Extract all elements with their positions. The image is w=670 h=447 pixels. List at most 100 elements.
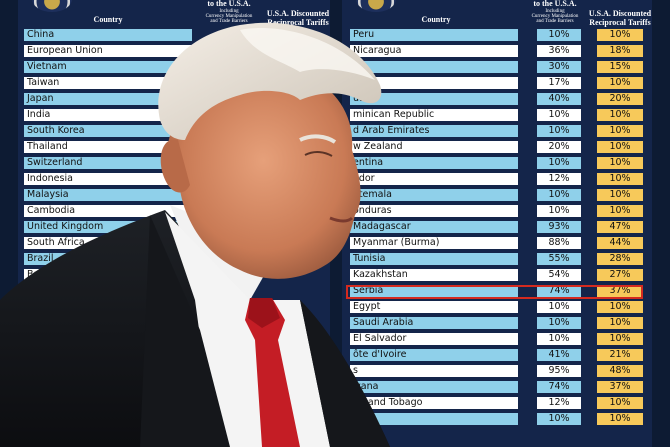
left-country-cell: Indonesia [24, 173, 192, 185]
left-header-reciprocal-2: Reciprocal Tariffs [267, 18, 329, 27]
left-country-cell: Vietnam [24, 61, 192, 73]
reciprocal-tariff-cell: 18% [597, 45, 643, 57]
left-country-cell: Thailand [24, 141, 192, 153]
left-header-country: Country [93, 15, 123, 24]
tariff-charged-cell: 88% [537, 237, 581, 249]
right-country-cell: entina [350, 157, 518, 169]
reciprocal-tariff-cell: 10% [597, 333, 643, 345]
presidential-seal-icon [356, 0, 396, 12]
left-header-tariffs-charged: to the U.S.A. [207, 0, 251, 8]
left-country-cell: Switzerland [24, 157, 192, 169]
tariff-charged-cell: 20% [537, 141, 581, 153]
right-header-tariffs-charged: to the U.S.A. [533, 0, 577, 8]
tariff-charged-cell: 10% [537, 333, 581, 345]
left-country-cell: India [24, 109, 192, 121]
reciprocal-tariff-cell: 10% [597, 413, 643, 425]
tariff-charged-cell: 10% [537, 125, 581, 137]
left-header-sub1: Including [219, 9, 239, 14]
reciprocal-tariff-cell: 21% [597, 349, 643, 361]
tariff-charged-cell: 41% [537, 349, 581, 361]
right-country-cell: ad and Tobago [350, 397, 518, 409]
reciprocal-tariff-cell: 44% [597, 237, 643, 249]
right-country-cell: El Salvador [350, 333, 518, 345]
tariff-charged-cell: 93% [537, 221, 581, 233]
left-country-cell: China [24, 29, 192, 41]
right-country-cell [350, 61, 518, 73]
right-country-cell: Egypt [350, 301, 518, 313]
left-header-sub2: Currency Manipulation [205, 14, 253, 19]
right-country-cell: Peru [350, 29, 518, 41]
right-country-cell: ôte d'Ivoire [350, 349, 518, 361]
left-country-cell: Malaysia [24, 189, 192, 201]
right-country-cell: Myanmar (Burma) [350, 237, 518, 249]
tariff-charged-cell: 10% [537, 29, 581, 41]
right-header-sub1: Including [545, 9, 565, 14]
reciprocal-tariff-cell: 15% [597, 61, 643, 73]
tariff-charged-cell: 10% [537, 317, 581, 329]
left-country-cell: South Korea [24, 125, 192, 137]
tariff-charged-cell: 74% [537, 381, 581, 393]
tariff-charged-cell: 30% [537, 61, 581, 73]
reciprocal-tariff-cell: 10% [597, 397, 643, 409]
reciprocal-tariff-cell: 10% [597, 205, 643, 217]
right-country-cell: Serbia [350, 285, 518, 297]
tariff-charged-cell: 74% [537, 285, 581, 297]
left-header-reciprocal-1: U.S.A. Discounted [266, 9, 330, 18]
right-header-sub2: Currency Manipulation [531, 14, 579, 19]
tariff-charged-cell: 12% [537, 173, 581, 185]
tariff-charged-cell: 95% [537, 365, 581, 377]
right-country-cell: Tunisia [350, 253, 518, 265]
tariff-charged-cell: 12% [537, 397, 581, 409]
right-country-cell: ador [350, 173, 518, 185]
right-country-cell: Kazakhstan [350, 269, 518, 281]
reciprocal-tariff-cell: 10% [597, 141, 643, 153]
reciprocal-tariff-cell: 10% [597, 125, 643, 137]
right-country-cell: s [350, 365, 518, 377]
reciprocal-tariff-cell: 48% [597, 365, 643, 377]
reciprocal-tariff-cell: 10% [597, 173, 643, 185]
tariff-charged-cell: 36% [537, 45, 581, 57]
right-country-cell: minican Republic [350, 109, 518, 121]
reciprocal-tariff-cell: 10% [597, 301, 643, 313]
right-country-cell: atemala [350, 189, 518, 201]
reciprocal-tariff-cell: 37% [597, 285, 643, 297]
tariff-charged-cell: 40% [537, 93, 581, 105]
right-country-cell: Madagascar [350, 221, 518, 233]
tariff-charged-cell: 10% [537, 157, 581, 169]
reciprocal-tariff-cell: 10% [597, 189, 643, 201]
tariff-charged-cell: 10% [537, 109, 581, 121]
reciprocal-tariff-cell: 28% [597, 253, 643, 265]
tariff-charged-cell: 10% [537, 301, 581, 313]
presidential-seal-icon [32, 0, 72, 12]
reciprocal-tariff-cell: 10% [597, 317, 643, 329]
tariff-charged-cell: 10% [537, 413, 581, 425]
right-header-reciprocal-2: Reciprocal Tariffs [589, 18, 651, 27]
right-header-sub3: and Trade Barriers [536, 19, 574, 24]
man-in-suit-photo [0, 22, 390, 447]
left-country-cell: Taiwan [24, 77, 192, 89]
left-country-cell: European Union [24, 45, 192, 57]
left-country-cell: Cambodia [24, 205, 192, 217]
reciprocal-tariff-cell: 27% [597, 269, 643, 281]
reciprocal-tariff-cell: 47% [597, 221, 643, 233]
reciprocal-tariff-cell: 10% [597, 109, 643, 121]
reciprocal-tariff-cell: 10% [597, 77, 643, 89]
right-country-cell: Nicaragua [350, 45, 518, 57]
reciprocal-tariff-cell: 20% [597, 93, 643, 105]
right-header-reciprocal-1: U.S.A. Discounted [588, 9, 652, 18]
tariff-charged-cell: 55% [537, 253, 581, 265]
right-header-country: Country [421, 15, 451, 24]
reciprocal-tariff-cell: 10% [597, 157, 643, 169]
tariff-charged-cell: 54% [537, 269, 581, 281]
tariff-charged-cell: 10% [537, 205, 581, 217]
right-country-cell: Saudi Arabia [350, 317, 518, 329]
reciprocal-tariff-cell: 10% [597, 29, 643, 41]
reciprocal-tariff-cell: 37% [597, 381, 643, 393]
right-country-cell: w Zealand [350, 141, 518, 153]
tariff-charged-cell: 17% [537, 77, 581, 89]
serbia-highlight-box [346, 285, 643, 299]
left-header-sub3: and Trade Barriers [210, 19, 248, 24]
tariff-charged-cell: 10% [537, 189, 581, 201]
right-country-cell: d Arab Emirates [350, 125, 518, 137]
right-country-cell: wana [350, 381, 518, 393]
